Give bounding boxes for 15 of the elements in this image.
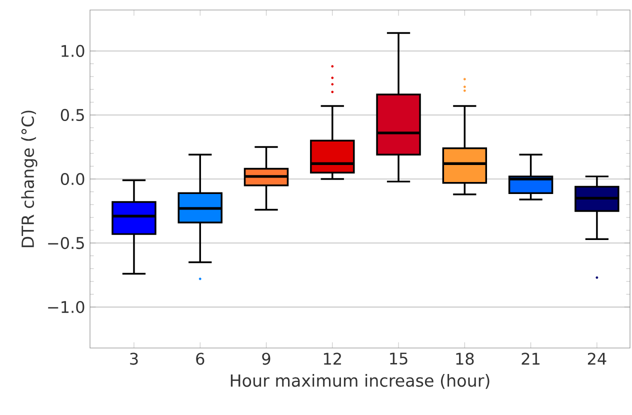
x-tick-label: 21 xyxy=(522,352,540,365)
x-tick-label: 3 xyxy=(130,352,138,365)
x-axis-title: Hour maximum increase (hour) xyxy=(230,374,490,389)
y-tick-label: −0.5 xyxy=(48,236,84,250)
y-tick-label: 1.0 xyxy=(62,44,84,58)
x-tick-label: 24 xyxy=(588,352,606,365)
y-tick-label: 0.5 xyxy=(60,108,84,122)
x-tick-label: 9 xyxy=(262,352,270,365)
y-tick-label: −1.0 xyxy=(48,300,84,314)
y-tick-label: 0.0 xyxy=(60,172,84,186)
x-tick-label: 15 xyxy=(390,352,408,365)
x-tick-label: 12 xyxy=(324,352,341,365)
x-tick-label: 18 xyxy=(456,352,474,365)
y-axis-title: DTR change (°C) xyxy=(21,110,38,248)
x-tick-label: 6 xyxy=(196,352,204,365)
